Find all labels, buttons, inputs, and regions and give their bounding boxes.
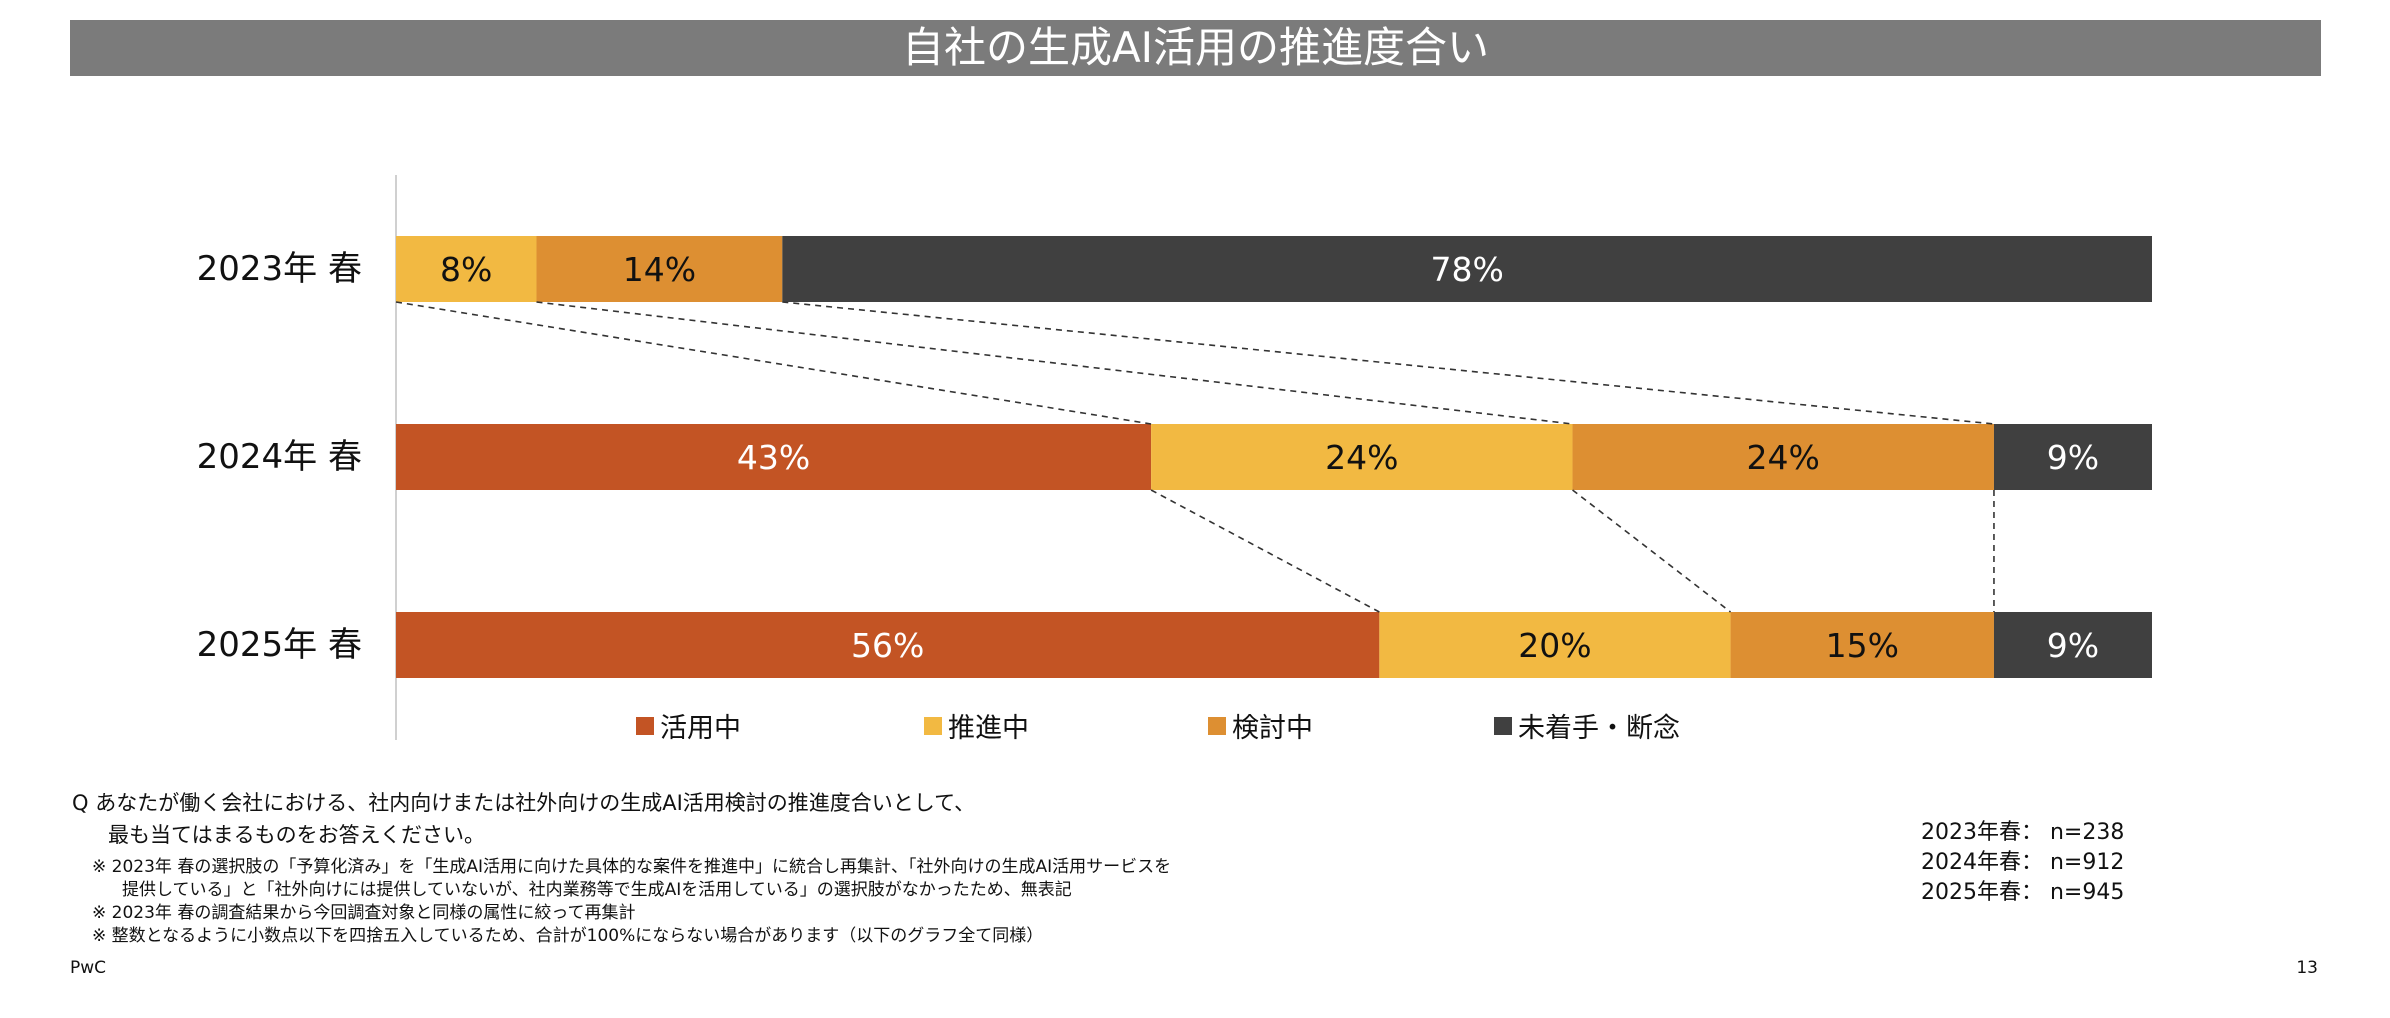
survey-question: Q あなたが働く会社における、社内向けまたは社外向けの生成AI活用検討の推進度合… bbox=[72, 787, 975, 851]
page-number: 13 bbox=[2296, 958, 2318, 978]
data-label: 15% bbox=[1826, 626, 1899, 665]
data-label: 8% bbox=[440, 250, 492, 289]
bar-segment bbox=[396, 424, 1152, 490]
connector-line bbox=[536, 301, 1573, 425]
brand-footer: PwC bbox=[70, 958, 107, 978]
legend-label: 活用中 bbox=[660, 713, 741, 744]
sample-size-2023: 2023年春： n=238 bbox=[1921, 820, 2125, 845]
legend-swatch bbox=[636, 716, 654, 735]
bar-segment bbox=[1151, 424, 1573, 490]
connector-line bbox=[1572, 489, 1732, 613]
sample-size-2024: 2024年春： n=912 bbox=[1921, 850, 2125, 875]
legend-item: 未着手・断念 bbox=[1494, 706, 1680, 745]
bar-segment bbox=[1730, 612, 1994, 678]
data-label: 78% bbox=[1430, 250, 1503, 289]
connector-line bbox=[782, 301, 1995, 425]
sample-sizes: 2023年春： n=238 2024年春： n=912 2025年春： n=94… bbox=[1921, 818, 2124, 908]
data-label: 24% bbox=[1325, 438, 1398, 477]
footnote-1-continued: 提供している」と「社外向けには提供していないが、社内業務等で生成AIを活用してい… bbox=[122, 880, 1072, 900]
legend-swatch bbox=[1208, 716, 1226, 735]
data-label: 24% bbox=[1747, 438, 1820, 477]
bar-segment bbox=[1993, 424, 2152, 490]
legend-label: 検討中 bbox=[1232, 713, 1313, 744]
bar-segment bbox=[1993, 612, 2152, 678]
data-label: 20% bbox=[1518, 626, 1591, 665]
legend-label: 推進中 bbox=[948, 713, 1029, 744]
question-line-2: 最も当てはまるものをお答えください。 bbox=[108, 823, 485, 847]
data-label: 9% bbox=[2047, 626, 2099, 665]
footnotes: ※ 2023年 春の選択肢の「予算化済み」を「生成AI活用に向けた具体的な案件を… bbox=[92, 856, 1171, 948]
category-label: 2025年 春 bbox=[197, 625, 362, 665]
data-label: 9% bbox=[2047, 438, 2099, 477]
data-label: 56% bbox=[851, 626, 924, 665]
bar-segment bbox=[536, 236, 783, 302]
stacked-bar-chart: 2023年 春 8% 14% 78% 2024年 春 43% 24% 24% 9% 2025年 春… bbox=[197, 175, 2152, 740]
bar-segment bbox=[782, 236, 2152, 302]
question-line-1: Q あなたが働く会社における、社内向けまたは社外向けの生成AI活用検討の推進度合… bbox=[72, 791, 976, 815]
legend-swatch bbox=[1494, 716, 1512, 735]
connector-line bbox=[1150, 489, 1380, 613]
footnote-1: ※ 2023年 春の選択肢の「予算化済み」を「生成AI活用に向けた具体的な案件を… bbox=[92, 857, 1172, 877]
page-title: 自社の生成AI活用の推進度合い bbox=[70, 20, 2321, 76]
bar-segment bbox=[1572, 424, 1994, 490]
data-label: 14% bbox=[623, 250, 696, 289]
legend-swatch bbox=[924, 716, 942, 735]
bar-segment bbox=[396, 612, 1380, 678]
connector-line bbox=[395, 301, 1152, 425]
legend-label: 未着手・断念 bbox=[1518, 713, 1680, 744]
legend-item: 推進中 bbox=[924, 706, 1029, 745]
data-label: 43% bbox=[737, 438, 810, 477]
footnote-2: ※ 2023年 春の調査結果から今回調査対象と同様の属性に絞って再集計 bbox=[92, 903, 636, 923]
legend-item: 活用中 bbox=[636, 706, 741, 745]
footnote-3: ※ 整数となるように小数点以下を四捨五入しているため、合計が100%にならない場… bbox=[92, 926, 1044, 946]
bar-segment bbox=[396, 236, 537, 302]
sample-size-2025: 2025年春： n=945 bbox=[1921, 880, 2125, 905]
bar-segment bbox=[1379, 612, 1731, 678]
legend-item: 検討中 bbox=[1208, 706, 1313, 745]
category-label: 2023年 春 bbox=[197, 249, 362, 289]
category-label: 2024年 春 bbox=[197, 437, 362, 477]
